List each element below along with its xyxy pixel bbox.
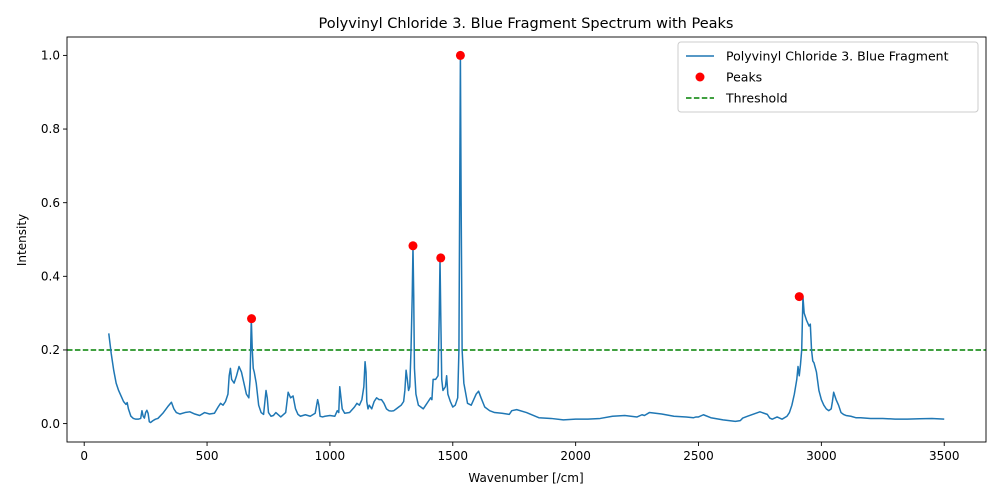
peak-marker xyxy=(436,253,446,263)
x-axis-label: Wavenumber [/cm] xyxy=(468,471,583,485)
y-axis-label: Intensity xyxy=(15,214,29,266)
y-tick-label: 0.2 xyxy=(41,343,60,357)
plot-area xyxy=(67,50,986,424)
chart-title: Polyvinyl Chloride 3. Blue Fragment Spec… xyxy=(319,16,734,32)
y-tick-label: 0.4 xyxy=(41,270,60,284)
legend-box xyxy=(677,41,979,113)
x-tick-label: 2500 xyxy=(683,449,714,463)
legend-peaks-swatch xyxy=(695,72,705,82)
x-tick-label: 3000 xyxy=(806,449,837,463)
x-tick-label: 500 xyxy=(196,449,219,463)
x-tick-label: 2000 xyxy=(560,449,591,463)
peak-marker xyxy=(794,292,804,302)
y-tick-label: 0.6 xyxy=(41,196,60,210)
legend-threshold-label: Threshold xyxy=(725,91,788,106)
peak-marker xyxy=(455,50,465,60)
x-tick-label: 1000 xyxy=(315,449,346,463)
y-tick-label: 0.8 xyxy=(41,122,60,136)
peak-marker xyxy=(247,314,257,324)
x-axis: 0 500 1000 1500 2000 2500 3000 3500 xyxy=(80,442,960,463)
axes-frame xyxy=(66,36,987,443)
spectrum-line xyxy=(108,54,945,424)
y-tick-label: 1.0 xyxy=(41,49,60,63)
x-tick-label: 1500 xyxy=(438,449,469,463)
peak-marker xyxy=(408,241,418,251)
legend-peaks-label: Peaks xyxy=(726,70,762,85)
y-tick-label: 0.0 xyxy=(41,417,60,431)
x-tick-label: 0 xyxy=(80,449,88,463)
y-axis: 0.0 0.2 0.4 0.6 0.8 1.0 xyxy=(41,49,67,431)
legend: Polyvinyl Chloride 3. Blue Fragment Peak… xyxy=(677,41,979,113)
legend-spectrum-label: Polyvinyl Chloride 3. Blue Fragment xyxy=(726,49,949,64)
x-tick-label: 3500 xyxy=(929,449,960,463)
